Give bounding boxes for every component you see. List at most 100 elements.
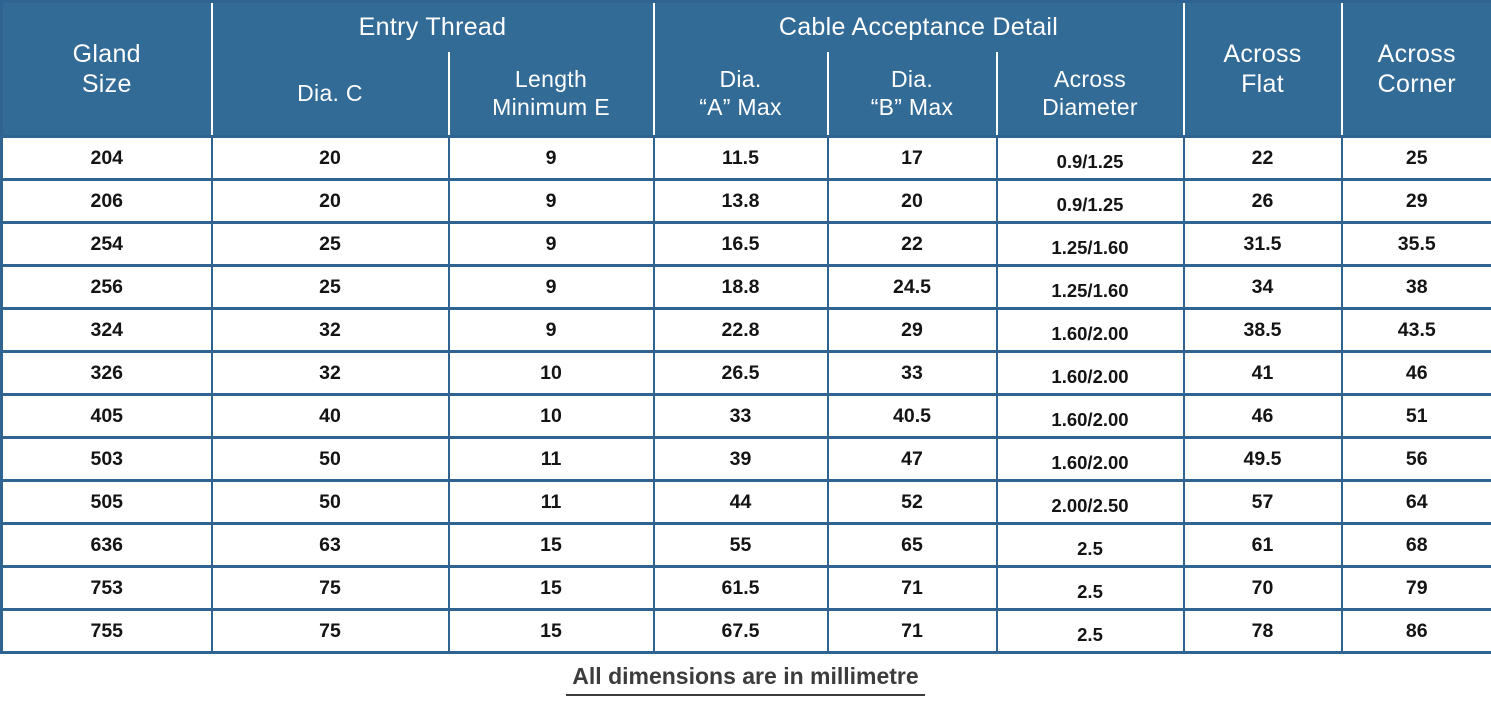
table-cell: 9 (447, 307, 655, 353)
table-row: 753 75 15 61.5 71 2.5 70 79 (0, 565, 1491, 611)
table-cell: 11 (447, 436, 655, 482)
table-cell: 753 (0, 565, 213, 611)
table-cell: 0.9/1.25 (995, 135, 1185, 181)
table-row: 405 40 10 33 40.5 1.60/2.00 46 51 (0, 393, 1491, 439)
table-header: Gland Size Entry Thread Cable Acceptance… (1, 1, 1491, 137)
table-cell: 56 (1340, 436, 1491, 482)
table-row: 636 63 15 55 65 2.5 61 68 (0, 522, 1491, 568)
table-row: 503 50 11 39 47 1.60/2.00 49.5 56 (0, 436, 1491, 482)
table-cell: 2.5 (995, 608, 1185, 654)
table-cell: 405 (0, 393, 213, 439)
table-cell: 25 (210, 221, 450, 267)
table-cell: 206 (0, 178, 213, 224)
table-cell: 57 (1182, 479, 1343, 525)
table-cell: 40 (210, 393, 450, 439)
header-across-flat: Across Flat (1183, 1, 1343, 137)
table-cell: 1.60/2.00 (995, 307, 1185, 353)
table-cell: 40.5 (826, 393, 998, 439)
table-cell: 75 (210, 565, 450, 611)
table-cell: 47 (826, 436, 998, 482)
table-cell: 15 (447, 565, 655, 611)
table-cell: 33 (826, 350, 998, 396)
table-cell: 636 (0, 522, 213, 568)
table-cell: 44 (652, 479, 829, 525)
table-row: 324 32 9 22.8 29 1.60/2.00 38.5 43.5 (0, 307, 1491, 353)
table-cell: 65 (826, 522, 998, 568)
table-cell: 51 (1340, 393, 1491, 439)
table-cell: 64 (1340, 479, 1491, 525)
table-cell: 29 (1340, 178, 1491, 224)
header-cable-acceptance-group: Cable Acceptance Detail (653, 1, 1185, 52)
table-cell: 39 (652, 436, 829, 482)
table-cell: 43.5 (1340, 307, 1491, 353)
table-row: 256 25 9 18.8 24.5 1.25/1.60 34 38 (0, 264, 1491, 310)
table-cell: 32 (210, 307, 450, 353)
footer-note: All dimensions are in millimetre (566, 663, 925, 696)
table-row: 755 75 15 67.5 71 2.5 78 86 (0, 608, 1491, 654)
table-cell: 0.9/1.25 (995, 178, 1185, 224)
table-cell: 1.60/2.00 (995, 436, 1185, 482)
table-cell: 38 (1340, 264, 1491, 310)
table-cell: 1.25/1.60 (995, 221, 1185, 267)
table-cell: 26.5 (652, 350, 829, 396)
table-cell: 1.60/2.00 (995, 350, 1185, 396)
table-cell: 38.5 (1182, 307, 1343, 353)
table-cell: 52 (826, 479, 998, 525)
table-cell: 20 (210, 135, 450, 181)
table-cell: 10 (447, 350, 655, 396)
header-across-diameter: Across Diameter (996, 51, 1185, 137)
table-cell: 46 (1340, 350, 1491, 396)
table-cell: 70 (1182, 565, 1343, 611)
table-cell: 78 (1182, 608, 1343, 654)
table-body: 204 20 9 11.5 17 0.9/1.25 22 25 206 20 9 13.8 20 0.9/… (0, 135, 1491, 654)
table-cell: 1.60/2.00 (995, 393, 1185, 439)
table-cell: 26 (1182, 178, 1343, 224)
table-cell: 15 (447, 608, 655, 654)
table-cell: 50 (210, 479, 450, 525)
table-cell: 13.8 (652, 178, 829, 224)
header-dia-b-max: Dia. “B” Max (827, 51, 998, 137)
table-cell: 10 (447, 393, 655, 439)
table-cell: 31.5 (1182, 221, 1343, 267)
table-row: 326 32 10 26.5 33 1.60/2.00 41 46 (0, 350, 1491, 396)
table-cell: 1.25/1.60 (995, 264, 1185, 310)
footer-note-container: All dimensions are in millimetre (0, 654, 1491, 704)
table-cell: 35.5 (1340, 221, 1491, 267)
table-cell: 20 (826, 178, 998, 224)
table-cell: 17 (826, 135, 998, 181)
table-cell: 32 (210, 350, 450, 396)
table-cell: 22 (1182, 135, 1343, 181)
table-cell: 41 (1182, 350, 1343, 396)
table-cell: 34 (1182, 264, 1343, 310)
table-cell: 18.8 (652, 264, 829, 310)
table-cell: 755 (0, 608, 213, 654)
table-cell: 9 (447, 264, 655, 310)
table-cell: 16.5 (652, 221, 829, 267)
table-row: 505 50 11 44 52 2.00/2.50 57 64 (0, 479, 1491, 525)
table-row: 204 20 9 11.5 17 0.9/1.25 22 25 (0, 135, 1491, 181)
table-cell: 2.5 (995, 565, 1185, 611)
table-cell: 2.5 (995, 522, 1185, 568)
table-cell: 71 (826, 608, 998, 654)
table-cell: 68 (1340, 522, 1491, 568)
table-cell: 46 (1182, 393, 1343, 439)
table-cell: 256 (0, 264, 213, 310)
table-cell: 50 (210, 436, 450, 482)
table-cell: 503 (0, 436, 213, 482)
table-cell: 67.5 (652, 608, 829, 654)
table-cell: 326 (0, 350, 213, 396)
header-dia-c: Dia. C (211, 51, 450, 137)
table-cell: 9 (447, 178, 655, 224)
table-cell: 55 (652, 522, 829, 568)
header-gland-size: Gland Size (1, 1, 213, 137)
gland-spec-table: Gland Size Entry Thread Cable Acceptance… (0, 0, 1491, 654)
table-cell: 22 (826, 221, 998, 267)
table-cell: 63 (210, 522, 450, 568)
table-cell: 29 (826, 307, 998, 353)
table-cell: 9 (447, 135, 655, 181)
table-cell: 324 (0, 307, 213, 353)
table-cell: 11.5 (652, 135, 829, 181)
table-cell: 15 (447, 522, 655, 568)
table-cell: 24.5 (826, 264, 998, 310)
table-cell: 33 (652, 393, 829, 439)
